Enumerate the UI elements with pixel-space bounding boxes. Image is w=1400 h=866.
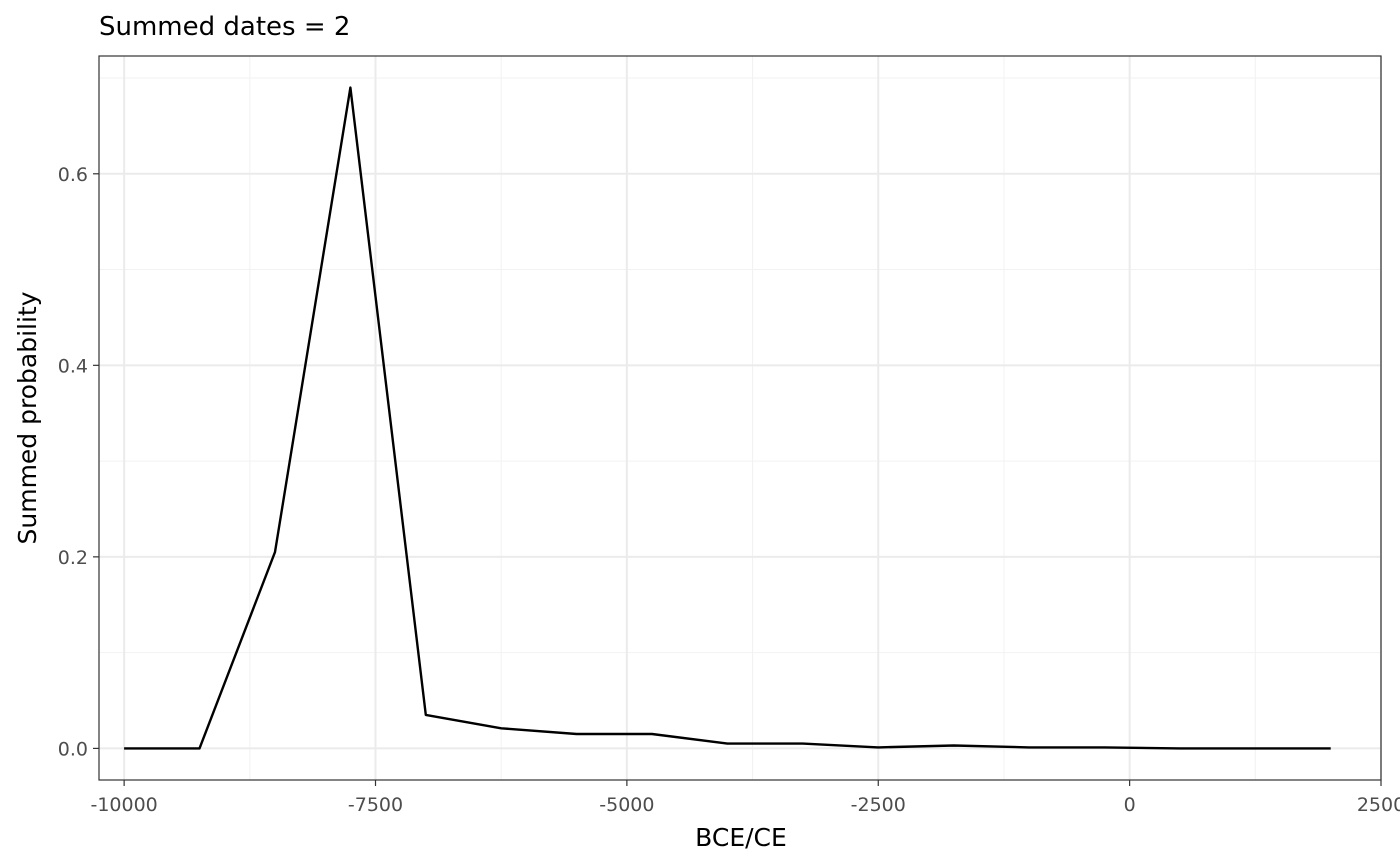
x-axis-label: BCE/CE — [695, 823, 787, 852]
x-axis: -10000 -7500 -5000 -2500 0 2500 — [90, 780, 1400, 816]
x-tick-label: -7500 — [348, 794, 403, 816]
y-tick-label: 0.2 — [58, 547, 88, 569]
minor-gridlines — [99, 56, 1381, 780]
y-tick-label: 0.4 — [58, 355, 88, 377]
x-tick-label: -10000 — [90, 794, 157, 816]
plot-panel — [98, 55, 1382, 781]
y-axis-label: Summed probability — [13, 291, 42, 544]
major-gridlines — [99, 56, 1382, 780]
x-tick-label: 2500 — [1357, 794, 1400, 816]
x-tick-label: -2500 — [851, 794, 906, 816]
x-tick-label: 0 — [1124, 794, 1136, 816]
y-tick-label: 0.6 — [58, 164, 88, 186]
series-line — [124, 86, 1331, 750]
series-layer — [124, 86, 1331, 750]
y-axis: 0.0 0.2 0.4 0.6 — [58, 164, 99, 760]
y-tick-label: 0.0 — [58, 738, 88, 760]
chart-title: Summed dates = 2 — [99, 12, 350, 42]
x-tick-label: -5000 — [599, 794, 654, 816]
